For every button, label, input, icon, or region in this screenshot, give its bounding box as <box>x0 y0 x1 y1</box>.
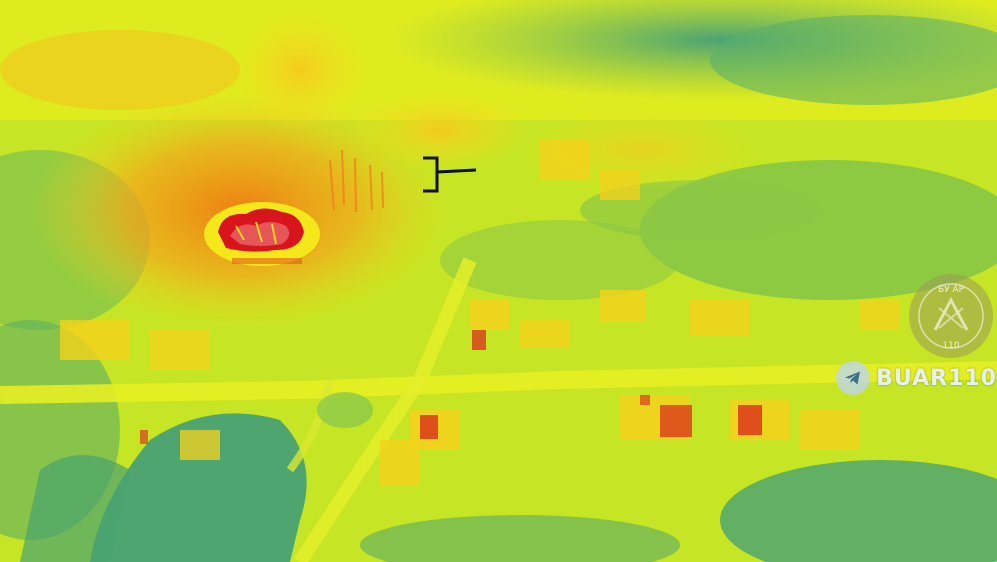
road-horizontal <box>0 361 997 404</box>
emblem-top-text: БУ АР <box>938 285 965 295</box>
unit-emblem-icon: БУ АР 110 <box>909 274 993 358</box>
cold-field-bottom-left <box>90 413 307 562</box>
emblem-bottom-text: 110 <box>942 341 959 351</box>
channel-watermark: BUAR110 <box>836 358 997 398</box>
bracket-crosshair-icon <box>423 156 477 193</box>
road-diagonal <box>294 257 477 562</box>
watermark-label: BUAR110 <box>876 365 997 391</box>
burning-building <box>204 202 320 266</box>
telegram-icon <box>836 361 871 395</box>
tree-line <box>329 149 384 213</box>
hot-spots <box>140 330 762 444</box>
